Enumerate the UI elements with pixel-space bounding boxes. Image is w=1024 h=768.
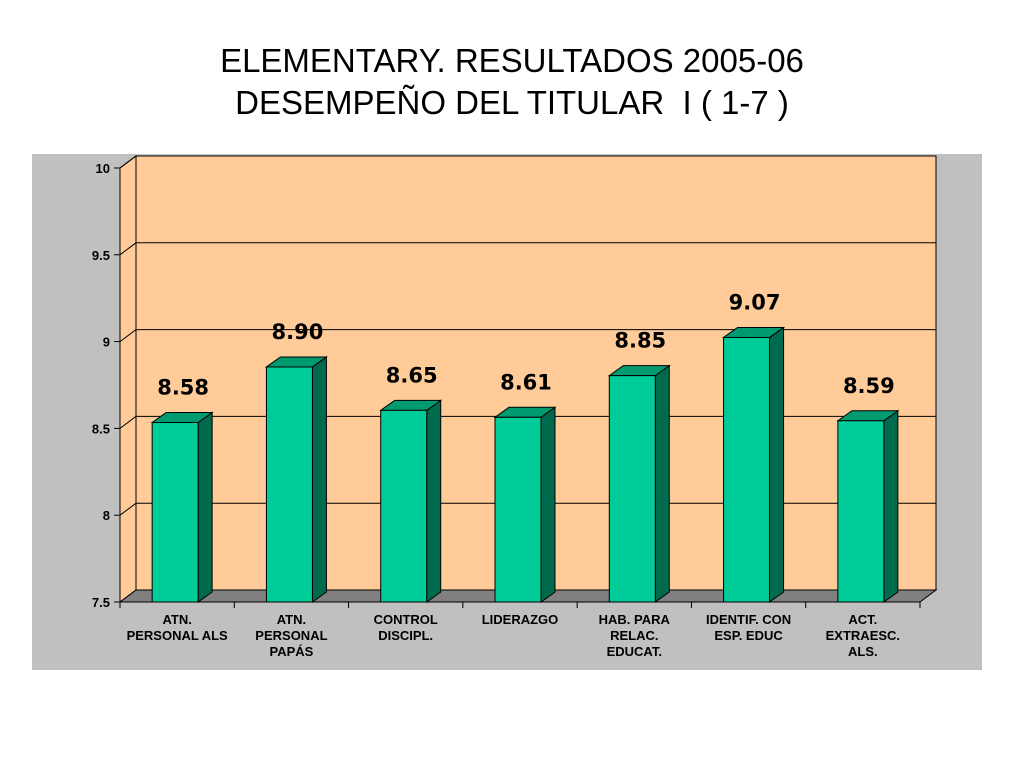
- gridline: [119, 329, 936, 343]
- data-label: 8.90: [272, 320, 324, 344]
- chart-area: 7.5 8 8.5 9 9.5 10 8.58 ATN. PERSONAL ALS 8.90 ATN…: [32, 154, 982, 670]
- bar: [493, 406, 557, 603]
- bar-front: [151, 422, 199, 603]
- category-label: HAB. PARA RELAC. EDUCAT.: [599, 612, 671, 659]
- gridline: [119, 155, 936, 169]
- category-label: LIDERAZGO: [482, 612, 559, 627]
- bar-side: [540, 406, 556, 603]
- data-label: 8.61: [500, 370, 552, 394]
- chart-title: ELEMENTARY. RESULTADOS 2005-06 DESEMPEÑO…: [0, 40, 1024, 124]
- y-tick-label: 9.5: [92, 248, 110, 263]
- bar-side: [769, 326, 785, 603]
- bar-front: [723, 336, 771, 603]
- data-label: 9.07: [729, 290, 781, 314]
- bar: [264, 355, 328, 603]
- bar-front: [265, 366, 313, 603]
- bar: [607, 364, 671, 603]
- data-label: 8.59: [843, 374, 895, 398]
- bar-side: [311, 355, 327, 603]
- gridline: [119, 242, 936, 256]
- bar-front: [494, 416, 542, 603]
- bar-front: [608, 375, 656, 603]
- category-label: CONTROL DISCIPL.: [374, 612, 438, 643]
- chart-title-line-2: DESEMPEÑO DEL TITULAR I ( 1-7 ): [235, 84, 789, 121]
- data-label: 8.58: [157, 376, 209, 400]
- bar-front: [380, 409, 428, 603]
- chart-title-line-1: ELEMENTARY. RESULTADOS 2005-06: [220, 42, 804, 79]
- bar: [836, 409, 900, 603]
- bar-side: [426, 399, 442, 603]
- y-tick-label: 10: [96, 161, 110, 176]
- y-tick-label: 7.5: [92, 595, 110, 610]
- category-label: IDENTIF. CON ESP. EDUC: [706, 612, 791, 643]
- data-label: 8.65: [386, 363, 438, 387]
- bar-side: [883, 409, 899, 603]
- bar-side: [654, 364, 670, 603]
- bar: [722, 326, 786, 603]
- y-tick-label: 8: [103, 508, 110, 523]
- y-tick-label: 8.5: [92, 421, 110, 436]
- category-label: ACT. EXTRAESC. ALS.: [826, 612, 900, 659]
- category-label: ATN. PERSONAL ALS: [127, 612, 228, 643]
- bar-side: [197, 411, 213, 603]
- bar-front: [837, 420, 885, 603]
- category-label: ATN. PERSONAL PAPÁS: [255, 612, 327, 659]
- data-label: 8.85: [614, 329, 666, 353]
- bar: [150, 411, 214, 603]
- plot-side-wall: [119, 155, 137, 603]
- y-tick-label: 9: [103, 335, 110, 350]
- bar: [379, 399, 443, 603]
